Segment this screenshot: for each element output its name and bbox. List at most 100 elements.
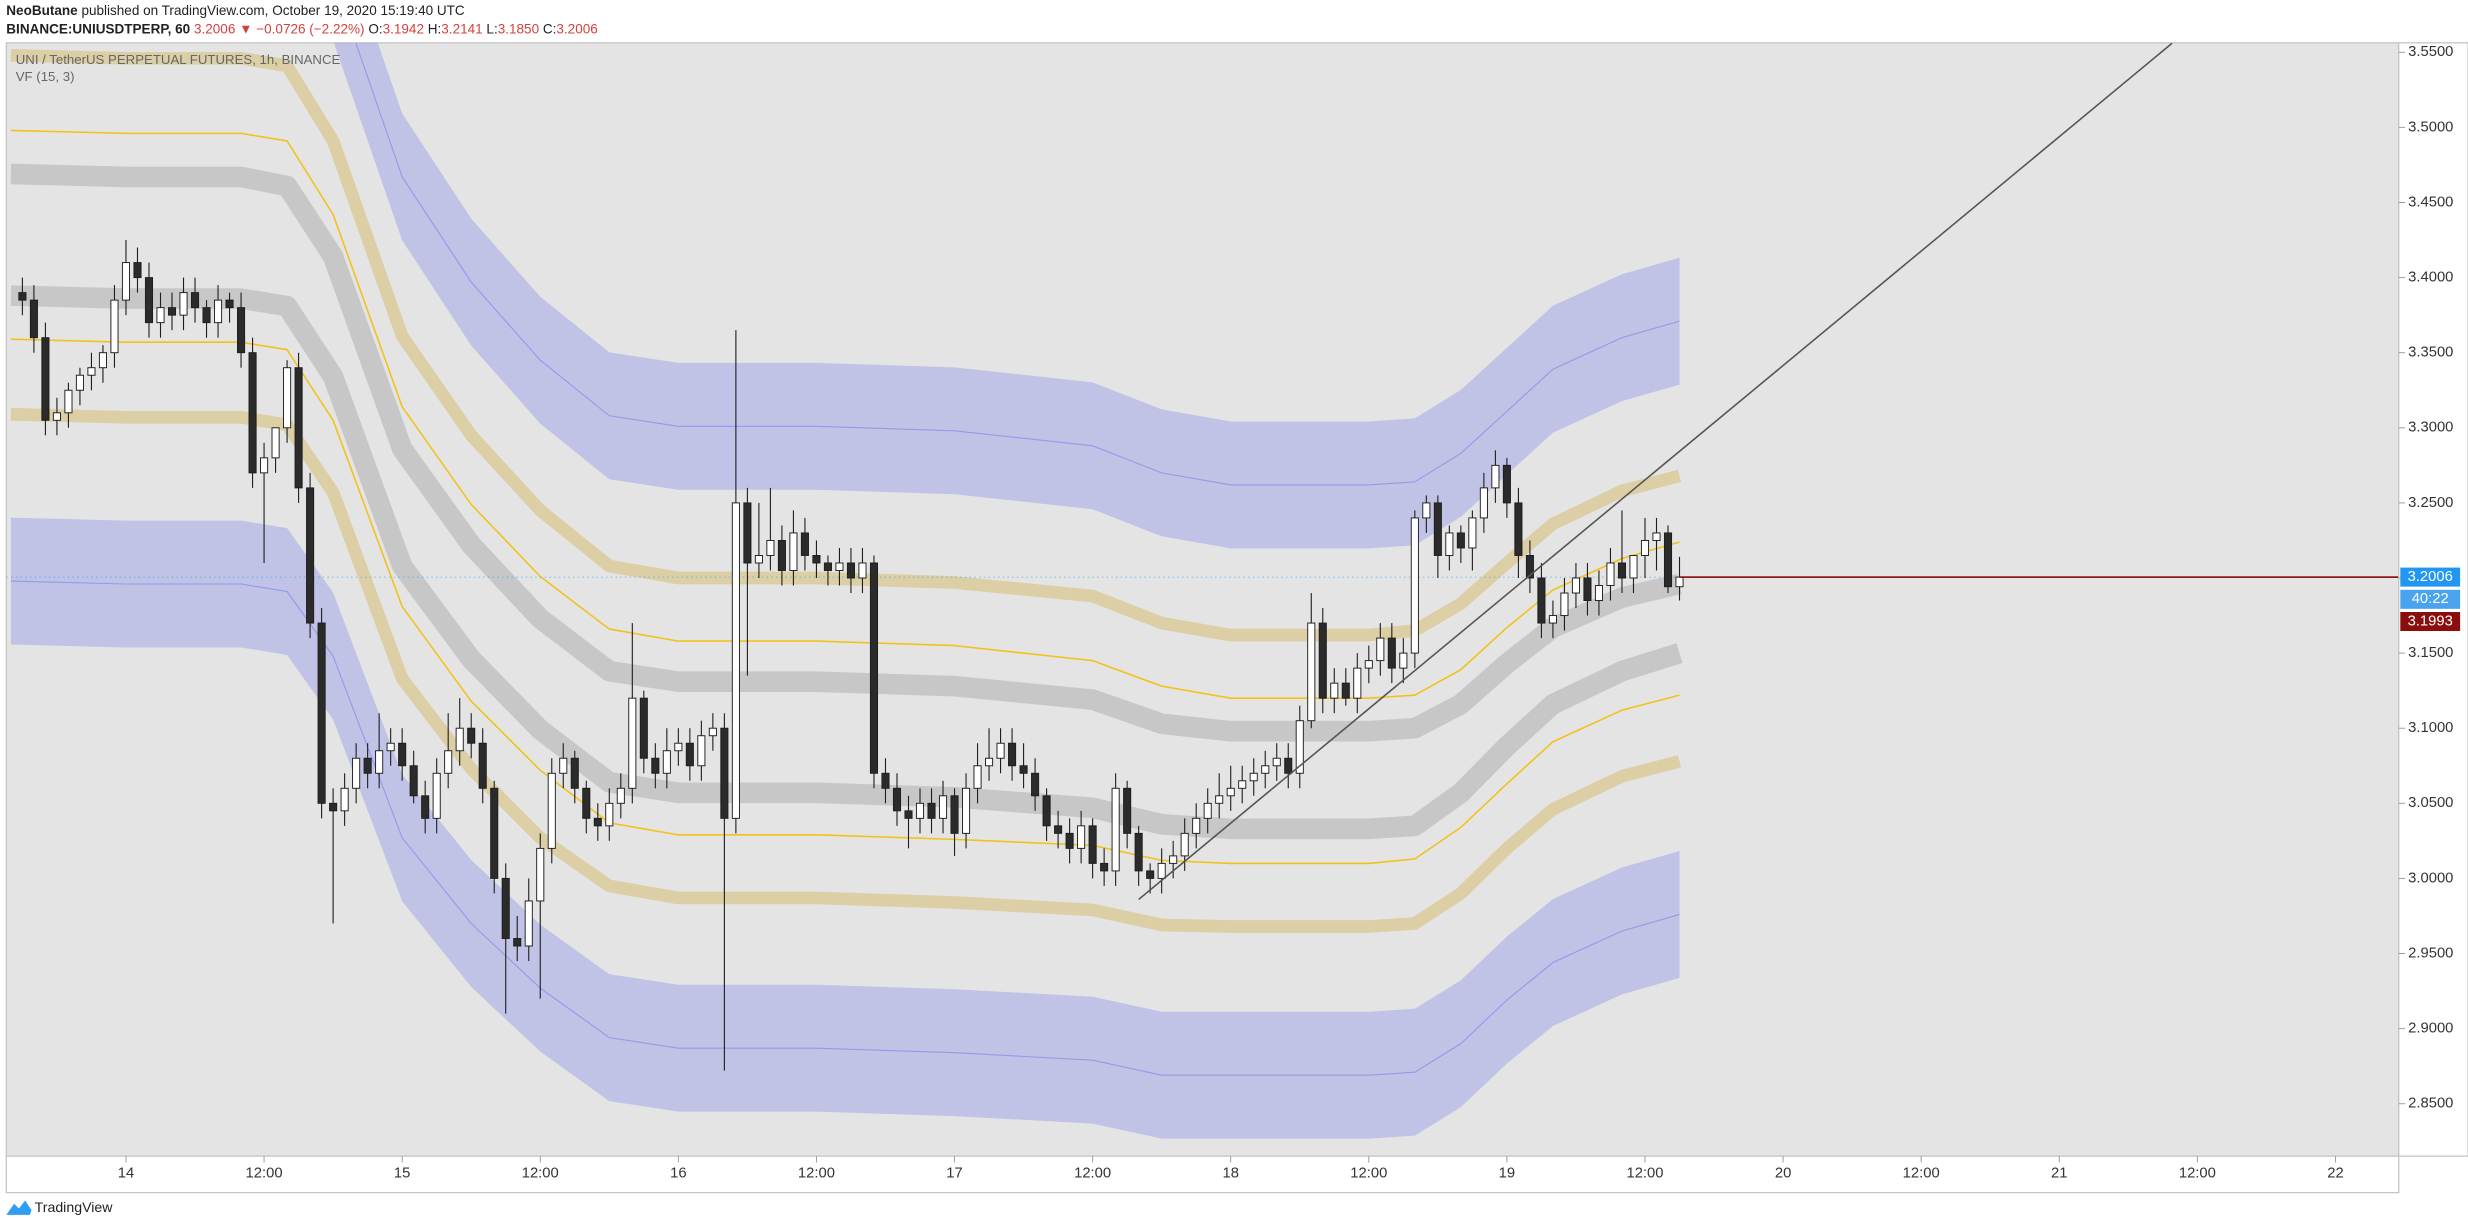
candle-body bbox=[743, 502, 752, 564]
candle-body bbox=[869, 562, 879, 774]
y-tick-label: 2.9500 bbox=[2408, 945, 2453, 961]
candle-body bbox=[639, 697, 648, 759]
candle-body bbox=[409, 765, 418, 797]
candle-body bbox=[858, 562, 867, 579]
candle-body bbox=[708, 727, 717, 737]
candle-body bbox=[1180, 832, 1189, 857]
ohlc-value: 3.2006 bbox=[556, 21, 597, 36]
candle-body bbox=[340, 787, 349, 812]
candle-body bbox=[1215, 795, 1224, 804]
candle-body bbox=[294, 367, 303, 489]
ohlc-key: C: bbox=[543, 21, 557, 36]
candle-body bbox=[87, 367, 96, 376]
x-tick-label: 16 bbox=[670, 1165, 686, 1181]
candle-body bbox=[973, 765, 982, 789]
candle-body bbox=[881, 772, 890, 789]
candle-body bbox=[75, 374, 84, 391]
pane bbox=[5, 42, 2400, 1157]
candle-body bbox=[1353, 667, 1362, 699]
candle-body bbox=[1295, 720, 1304, 774]
candle-body bbox=[1134, 832, 1143, 872]
candle-body bbox=[1042, 795, 1051, 827]
symbol: BINANCE:UNIUSDTPERP, 60 bbox=[6, 21, 190, 36]
last-price-label: 3.2006 bbox=[2408, 569, 2453, 585]
candle-body bbox=[777, 539, 786, 571]
candle-body bbox=[1330, 682, 1339, 699]
candle-body bbox=[1088, 825, 1097, 864]
y-tick-label: 3.3500 bbox=[2408, 345, 2453, 361]
candle-body bbox=[1433, 502, 1442, 556]
countdown-label: 40:22 bbox=[2412, 591, 2449, 607]
candle-body bbox=[1226, 787, 1235, 797]
candle-body bbox=[1008, 742, 1017, 767]
candle-body bbox=[1123, 787, 1132, 834]
candle-body bbox=[559, 757, 568, 774]
thick-band bbox=[10, 163, 1682, 742]
candle-body bbox=[317, 622, 326, 804]
candle-body bbox=[501, 877, 510, 939]
candle-body bbox=[593, 817, 602, 827]
x-tick-label: 20 bbox=[1775, 1165, 1791, 1181]
candle-body bbox=[605, 802, 614, 827]
candle-body bbox=[133, 262, 142, 279]
candle-body bbox=[961, 787, 971, 834]
candle-body bbox=[823, 562, 832, 571]
candle-body bbox=[1652, 532, 1661, 541]
candle-body bbox=[1594, 585, 1603, 602]
x-tick-label: 12:00 bbox=[522, 1165, 559, 1181]
candle-body bbox=[398, 742, 407, 767]
thin-band bbox=[10, 129, 1680, 699]
candle-body bbox=[731, 502, 740, 819]
candle-body bbox=[536, 847, 545, 902]
alt-price-label: 3.1993 bbox=[2408, 613, 2453, 629]
candle-body bbox=[915, 802, 925, 819]
countdown-label-box bbox=[2400, 589, 2461, 609]
candle-body bbox=[927, 802, 936, 819]
candle-body bbox=[754, 554, 763, 564]
candle-body bbox=[29, 299, 38, 339]
candle-body bbox=[1077, 825, 1086, 849]
y-tick-label: 3.4500 bbox=[2408, 194, 2453, 210]
x-tick-label: 21 bbox=[2051, 1165, 2067, 1181]
candle-body bbox=[1456, 532, 1465, 549]
candle-body bbox=[213, 299, 223, 324]
cloud-band bbox=[333, 42, 1680, 549]
candle-body bbox=[156, 307, 165, 324]
candle-body bbox=[938, 795, 948, 819]
candle-body bbox=[1192, 817, 1201, 834]
y-tick-label: 3.0000 bbox=[2408, 870, 2453, 886]
published: published on TradingView.com, October 19… bbox=[78, 3, 465, 18]
candle-body bbox=[996, 742, 1005, 759]
candle-body bbox=[375, 750, 384, 774]
candle-body bbox=[248, 352, 257, 474]
author: NeoButane bbox=[6, 3, 78, 18]
change: ▼ −0.0726 (−2.22%) bbox=[239, 21, 364, 36]
candle-body bbox=[1019, 765, 1028, 774]
candle-body bbox=[904, 810, 913, 819]
candle-body bbox=[547, 772, 556, 849]
y-tick-label: 2.8500 bbox=[2408, 1096, 2453, 1112]
candle-body bbox=[1249, 772, 1258, 782]
candle-body bbox=[697, 735, 706, 767]
candle-body bbox=[225, 299, 234, 309]
candle-body bbox=[1537, 577, 1546, 624]
candle-body bbox=[98, 352, 108, 369]
price: 3.2006 bbox=[194, 21, 235, 36]
candle-body bbox=[846, 562, 856, 579]
alt-price-label-box bbox=[2400, 611, 2461, 632]
candle-body bbox=[1065, 832, 1074, 849]
x-tick-label: 12:00 bbox=[1074, 1165, 1111, 1181]
candle-body bbox=[1307, 622, 1316, 722]
candle-body bbox=[1502, 464, 1511, 504]
candle-body bbox=[1100, 862, 1109, 872]
plot-area bbox=[6, 42, 2399, 1139]
candle-body bbox=[628, 697, 637, 789]
cloud-center-line bbox=[355, 42, 1680, 486]
x-tick-label: 12:00 bbox=[246, 1165, 283, 1181]
candle-body bbox=[1031, 772, 1040, 797]
candle-body bbox=[985, 757, 994, 767]
candle-body bbox=[306, 487, 315, 624]
ohlc-value: 3.2141 bbox=[441, 21, 482, 36]
candle-body bbox=[271, 427, 280, 459]
candle-body bbox=[524, 900, 533, 947]
